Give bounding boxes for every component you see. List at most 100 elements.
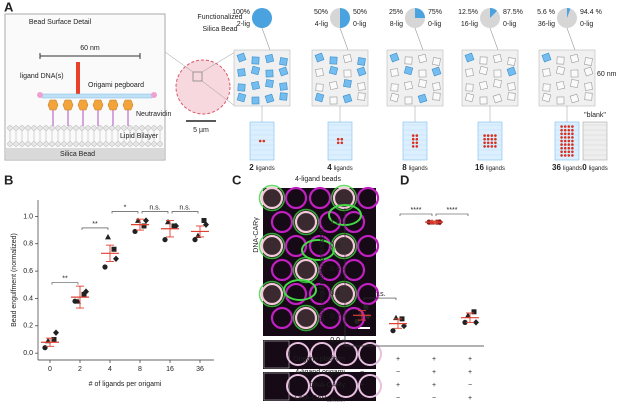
lipid-head <box>7 125 13 131</box>
ligand-dot <box>560 150 563 154</box>
origami <box>236 52 247 63</box>
count: 4 <box>327 163 332 172</box>
lipid-head <box>151 141 157 147</box>
lipid-head <box>25 125 31 131</box>
bilayer-label: Lipid Bilayer <box>120 133 159 140</box>
origami <box>417 53 428 64</box>
condition-name: Origami platform <box>293 356 345 363</box>
condition-sign: + <box>432 369 436 376</box>
point <box>113 255 119 263</box>
sig-bracket <box>399 213 433 216</box>
origami <box>237 83 246 92</box>
origami <box>492 53 503 64</box>
ligand-name: 8-lig <box>390 21 403 28</box>
ligand-dot <box>571 139 574 143</box>
lipid-bilayer <box>7 125 163 147</box>
origami <box>278 66 289 77</box>
y-tick-label: 0.4 <box>330 290 340 297</box>
lipid-head <box>61 141 67 147</box>
ligand-dot <box>560 125 563 128</box>
ligand-dot <box>411 145 415 148</box>
origami <box>478 80 489 91</box>
lipid-head <box>13 141 19 147</box>
ligand-dot <box>490 134 494 137</box>
blank-name: 0-lig <box>580 21 593 28</box>
bead-ring <box>332 186 356 210</box>
bead-ring <box>284 234 308 258</box>
condition-label: DNA-CARγ <box>310 382 346 389</box>
origami <box>479 96 488 105</box>
origami <box>329 56 338 65</box>
origami <box>264 53 275 64</box>
ligand-dot <box>483 145 486 148</box>
lipid-head <box>157 141 163 147</box>
pegboard <box>477 121 503 161</box>
bead-ring <box>308 234 332 258</box>
point <box>51 336 57 342</box>
ligand-dot <box>567 150 571 154</box>
condition-sign: − <box>360 395 364 402</box>
origami <box>556 56 565 65</box>
x-axis-label: # of ligands per origami <box>89 381 162 388</box>
x-tick-label: 2 <box>78 366 82 373</box>
origami <box>389 92 400 103</box>
origami <box>315 83 324 92</box>
y-tick-label: 0.2 <box>23 323 33 330</box>
pie-wedge <box>252 8 272 28</box>
point <box>192 237 198 243</box>
bead <box>175 59 231 115</box>
origami <box>343 69 352 78</box>
origami <box>464 52 475 63</box>
lipid-head <box>85 125 91 131</box>
origami <box>314 92 325 103</box>
origami <box>315 68 324 77</box>
origami <box>342 93 353 104</box>
panel-label: D <box>400 172 409 187</box>
zoom-line <box>164 51 194 73</box>
origami <box>418 69 427 78</box>
count-unit: ligands <box>563 166 582 172</box>
origami <box>542 68 551 77</box>
ligand-dot <box>494 134 497 137</box>
y-axis-label: Bead engulfment (normalized) <box>11 233 18 327</box>
ligand-dot <box>560 132 563 136</box>
origami <box>465 83 474 92</box>
condition-sign: + <box>432 382 436 389</box>
origami <box>584 82 593 91</box>
lipid-head <box>79 125 85 131</box>
x-tick-label: 36 <box>196 366 204 373</box>
origami <box>479 56 488 65</box>
condition-label: Origami platform <box>293 356 345 363</box>
ligand-dot <box>490 145 494 148</box>
lipid-head <box>139 141 145 147</box>
origami <box>251 56 260 65</box>
bead-ring <box>286 374 310 398</box>
ligand-dot <box>258 139 262 143</box>
y-tick-label: 0.8 <box>23 241 33 248</box>
ligand-dot <box>567 128 571 132</box>
condition-sign: + <box>396 382 400 389</box>
origami <box>250 80 261 91</box>
point <box>462 319 468 326</box>
y-tick-label: 0.4 <box>23 295 33 302</box>
pegboard <box>554 121 580 161</box>
pie-wedge <box>567 8 571 18</box>
origami <box>389 52 400 63</box>
bead-ring <box>284 186 308 210</box>
point <box>173 222 179 230</box>
point <box>111 246 117 252</box>
point <box>102 264 108 270</box>
origami <box>432 92 441 101</box>
ligand-dot <box>563 154 567 157</box>
origami <box>236 92 247 103</box>
blank-pct: 50% <box>353 9 367 16</box>
lipid-head <box>127 125 133 131</box>
count-unit: ligands <box>256 166 275 172</box>
condition-sign: − <box>360 369 364 376</box>
panel-label: C <box>232 172 242 187</box>
condition-sign: + <box>468 369 472 376</box>
origami <box>465 68 474 77</box>
fluorophore <box>151 92 157 98</box>
sig-label: **** <box>411 207 422 214</box>
lipid-head <box>103 125 109 131</box>
